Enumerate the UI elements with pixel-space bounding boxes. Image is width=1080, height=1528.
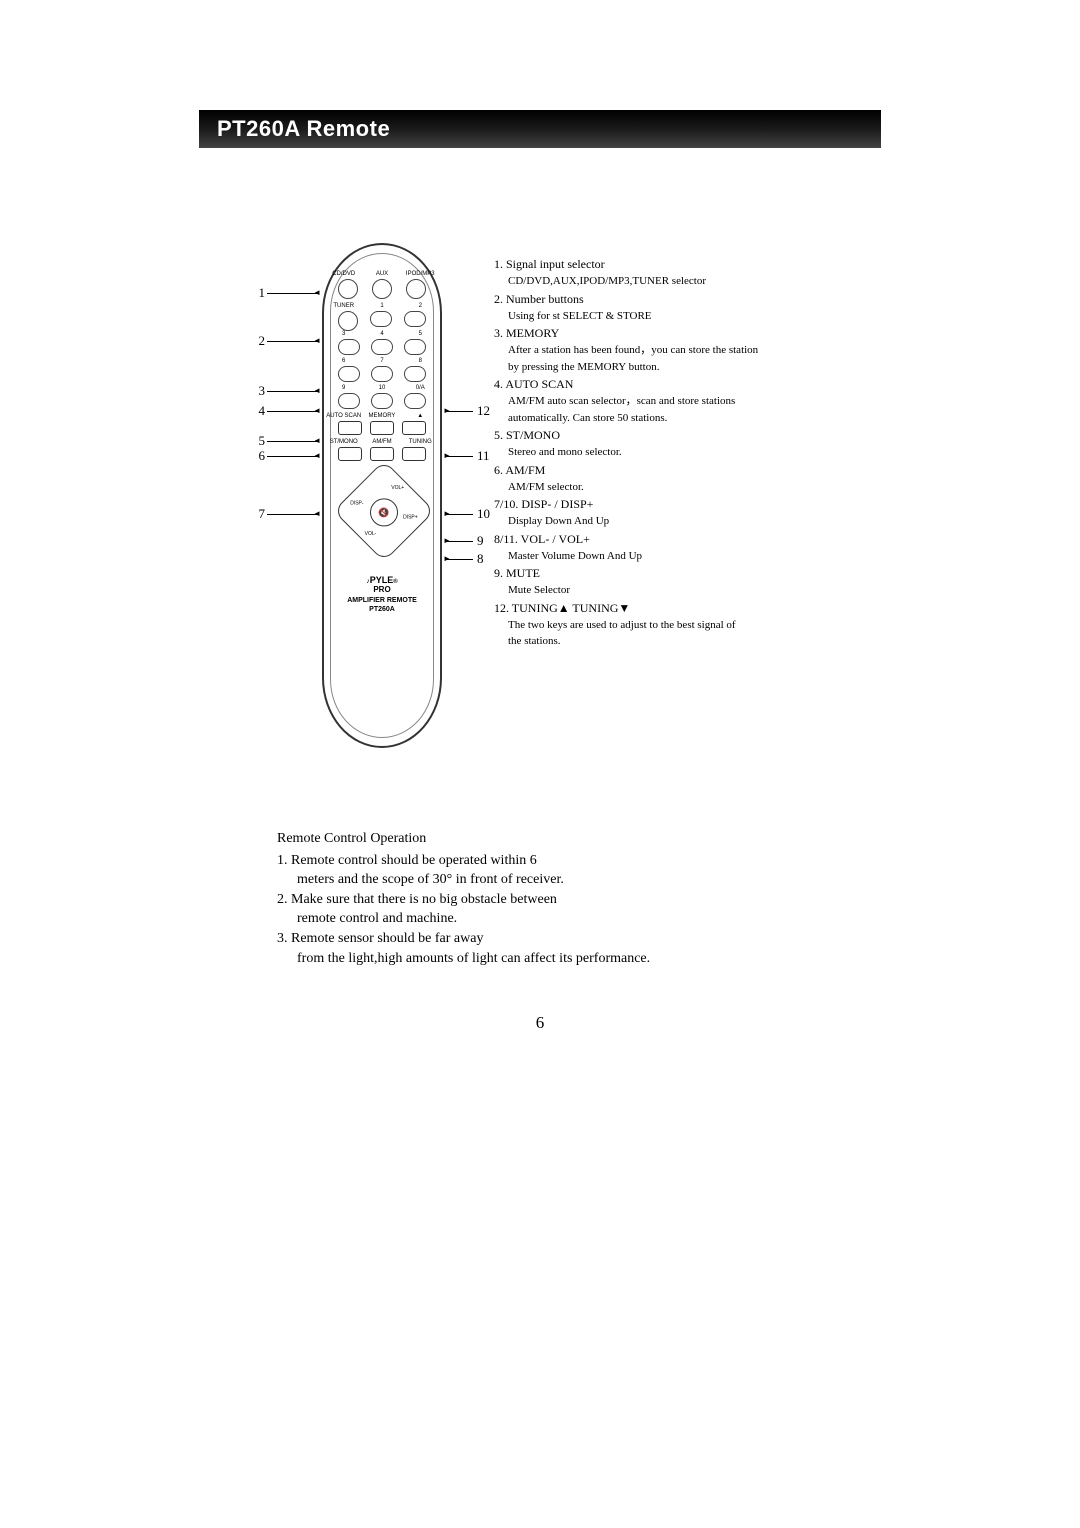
callout-11: 11 — [477, 448, 490, 464]
callout-9: 9 — [477, 533, 484, 549]
num-10-button — [371, 393, 393, 409]
stmono-button — [338, 447, 362, 461]
callout-line-2 — [267, 341, 319, 342]
callout-1: 1 — [247, 285, 265, 301]
brand-label: ♪PYLE® — [324, 575, 440, 585]
autoscan-button — [338, 421, 362, 435]
desc-title-1: 2. Number buttons — [494, 290, 854, 308]
callout-line-8 — [445, 559, 473, 560]
remote-outline: CD/DVDAUXIPOD/MP3 TUNER12 345 — [322, 243, 442, 748]
tuning-down-button — [402, 447, 426, 461]
num-4-button — [371, 339, 393, 355]
desc-title-2: 3. MEMORY — [494, 324, 854, 342]
desc-sub-4-0: Stereo and mono selector. — [494, 444, 854, 461]
desc-sub-1-0: Using for st SELECT & STORE — [494, 308, 854, 325]
callout-line-1 — [267, 293, 319, 294]
disp-minus-label: DISP- — [350, 501, 363, 507]
desc-title-7: 8/11. VOL- / VOL+ — [494, 530, 854, 548]
num-6-button — [338, 366, 360, 382]
callout-2: 2 — [247, 333, 265, 349]
operation-notes: Remote Control Operation 1. Remote contr… — [277, 829, 837, 968]
callout-line-4 — [267, 411, 319, 412]
callout-line-11 — [445, 456, 473, 457]
header-title: PT260A Remote — [217, 116, 390, 142]
desc-sub-9-0: The two keys are used to adjust to the b… — [494, 617, 854, 634]
input-aux-button — [372, 279, 392, 299]
tuning-up-button — [402, 421, 426, 435]
num-0a-button — [404, 393, 426, 409]
button-descriptions: 1. Signal input selectorCD/DVD,AUX,IPOD/… — [494, 255, 854, 650]
callout-line-6 — [267, 456, 319, 457]
remote-title-2: PT260A — [324, 606, 440, 613]
desc-title-4: 5. ST/MONO — [494, 426, 854, 444]
op-item-0: 1. Remote control should be operated wit… — [277, 851, 837, 871]
input-cddvd-button — [338, 279, 358, 299]
desc-title-6: 7/10. DISP- / DISP+ — [494, 495, 854, 513]
num-1-button — [370, 311, 392, 327]
op-item-2: 3. Remote sensor should be far away — [277, 929, 837, 949]
desc-title-8: 9. MUTE — [494, 564, 854, 582]
desc-sub-5-0: AM/FM selector. — [494, 479, 854, 496]
header-bar: PT260A Remote — [199, 110, 881, 148]
brand-sub-label: PRO — [324, 585, 440, 594]
callout-6: 6 — [247, 448, 265, 464]
desc-sub-6-0: Display Down And Up — [494, 513, 854, 530]
callout-line-12 — [445, 411, 473, 412]
desc-title-0: 1. Signal input selector — [494, 255, 854, 273]
callout-3: 3 — [247, 383, 265, 399]
callout-line-10 — [445, 514, 473, 515]
remote-title-1: AMPLIFIER REMOTE — [324, 597, 440, 604]
num-9-button — [338, 393, 360, 409]
desc-sub-3-1: automatically. Can store 50 stations. — [494, 410, 854, 427]
memory-button — [370, 421, 394, 435]
op-sub-0: meters and the scope of 30° in front of … — [277, 870, 837, 890]
mute-button: 🔇 — [370, 498, 398, 526]
callout-8: 8 — [477, 551, 484, 567]
desc-sub-2-0: After a station has been found，you can s… — [494, 342, 854, 359]
desc-sub-3-0: AM/FM auto scan selector，scan and store … — [494, 393, 854, 410]
vol-up-label: VOL+ — [391, 485, 404, 491]
op-item-1: 2. Make sure that there is no big obstac… — [277, 890, 837, 910]
desc-sub-9-1: the stations. — [494, 633, 854, 650]
callout-line-3 — [267, 391, 319, 392]
desc-sub-7-0: Master Volume Down And Up — [494, 548, 854, 565]
num-3-button — [338, 339, 360, 355]
num-7-button — [371, 366, 393, 382]
num-2-button — [404, 311, 426, 327]
input-tuner-button — [338, 311, 358, 331]
callout-4: 4 — [247, 403, 265, 419]
operation-heading: Remote Control Operation — [277, 829, 837, 849]
op-sub-2: from the light,high amounts of light can… — [277, 949, 837, 969]
callout-5: 5 — [247, 433, 265, 449]
vol-down-label: VOL- — [365, 531, 377, 537]
op-sub-1: remote control and machine. — [277, 909, 837, 929]
callout-10: 10 — [477, 506, 490, 522]
callout-line-5 — [267, 441, 319, 442]
row1-labels: CD/DVDAUXIPOD/MP3 — [324, 271, 440, 277]
input-ipod-button — [406, 279, 426, 299]
desc-title-5: 6. AM/FM — [494, 461, 854, 479]
callout-7: 7 — [247, 506, 265, 522]
amfm-button — [370, 447, 394, 461]
desc-sub-8-0: Mute Selector — [494, 582, 854, 599]
num-8-button — [404, 366, 426, 382]
desc-sub-2-1: by pressing the MEMORY button. — [494, 359, 854, 376]
page-number: 6 — [199, 1013, 881, 1033]
callout-12: 12 — [477, 403, 490, 419]
desc-title-9: 12. TUNING▲ TUNING▼ — [494, 599, 854, 617]
disp-plus-label: DISP+ — [403, 515, 418, 521]
row2-labels: TUNER12 — [324, 303, 440, 309]
num-5-button — [404, 339, 426, 355]
callout-line-7 — [267, 514, 319, 515]
callout-line-9 — [445, 541, 473, 542]
desc-sub-0-0: CD/DVD,AUX,IPOD/MP3,TUNER selector — [494, 273, 854, 290]
desc-title-3: 4. AUTO SCAN — [494, 375, 854, 393]
